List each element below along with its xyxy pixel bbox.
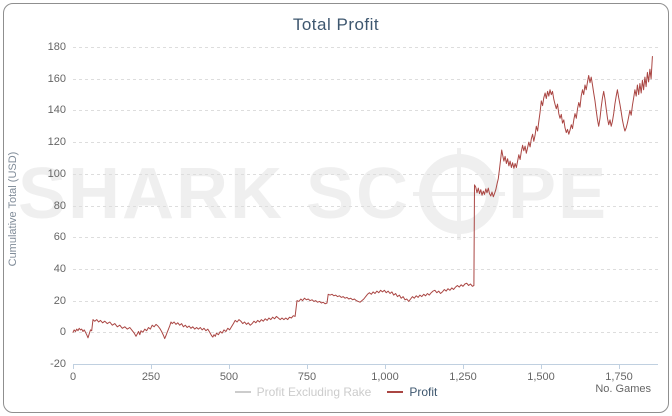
series-line-profit bbox=[72, 56, 653, 340]
legend-item-profit[interactable]: Profit bbox=[387, 385, 437, 399]
y-tick-label: 0 bbox=[59, 326, 66, 339]
y-tick-label: 100 bbox=[47, 167, 66, 180]
chart-title: Total Profit bbox=[292, 15, 380, 34]
legend-dash-icon bbox=[387, 391, 404, 393]
x-axis-title: No. Games bbox=[595, 383, 651, 395]
legend-dash-icon bbox=[234, 391, 251, 393]
y-tick-label: 120 bbox=[47, 136, 66, 149]
sharkscope-watermark: SHARK SC PE bbox=[18, 148, 609, 240]
x-tick-label: 1,750 bbox=[605, 371, 633, 383]
y-tick-label: 140 bbox=[47, 104, 66, 117]
x-tick-label: 1,000 bbox=[371, 371, 399, 383]
legend-label: Profit Excluding Rake bbox=[256, 385, 372, 399]
y-tick-label: 180 bbox=[47, 41, 66, 53]
chart-card: Total Profit SHARK SC PE -20 0 20 40 60 80 100… bbox=[3, 3, 669, 413]
x-tick-label: 500 bbox=[219, 371, 239, 383]
profit-line-chart bbox=[72, 47, 658, 369]
y-tick-label: 20 bbox=[53, 294, 66, 307]
y-tick-label: 80 bbox=[53, 199, 66, 212]
x-tick-label: 1,250 bbox=[449, 371, 477, 383]
y-axis-title: Cumulative Total (USD) bbox=[7, 151, 19, 267]
y-tick-label: 60 bbox=[53, 231, 66, 244]
watermark-text-right: PE bbox=[508, 154, 609, 234]
legend-item-profit-excluding-rake[interactable]: Profit Excluding Rake bbox=[234, 385, 372, 399]
legend-label: Profit bbox=[409, 385, 438, 399]
x-tick-label: 0 bbox=[69, 371, 77, 383]
y-tick-label: 40 bbox=[53, 262, 66, 275]
y-tick-label: -20 bbox=[50, 358, 66, 370]
x-tick-label: 250 bbox=[141, 371, 161, 383]
x-tick-label: 750 bbox=[297, 371, 317, 383]
y-tick-label: 160 bbox=[47, 72, 66, 85]
x-tick-label: 1,500 bbox=[527, 371, 555, 383]
chart-legend: Profit Excluding Rake Profit bbox=[4, 385, 668, 399]
watermark-text-left: SHARK SC bbox=[18, 154, 411, 234]
